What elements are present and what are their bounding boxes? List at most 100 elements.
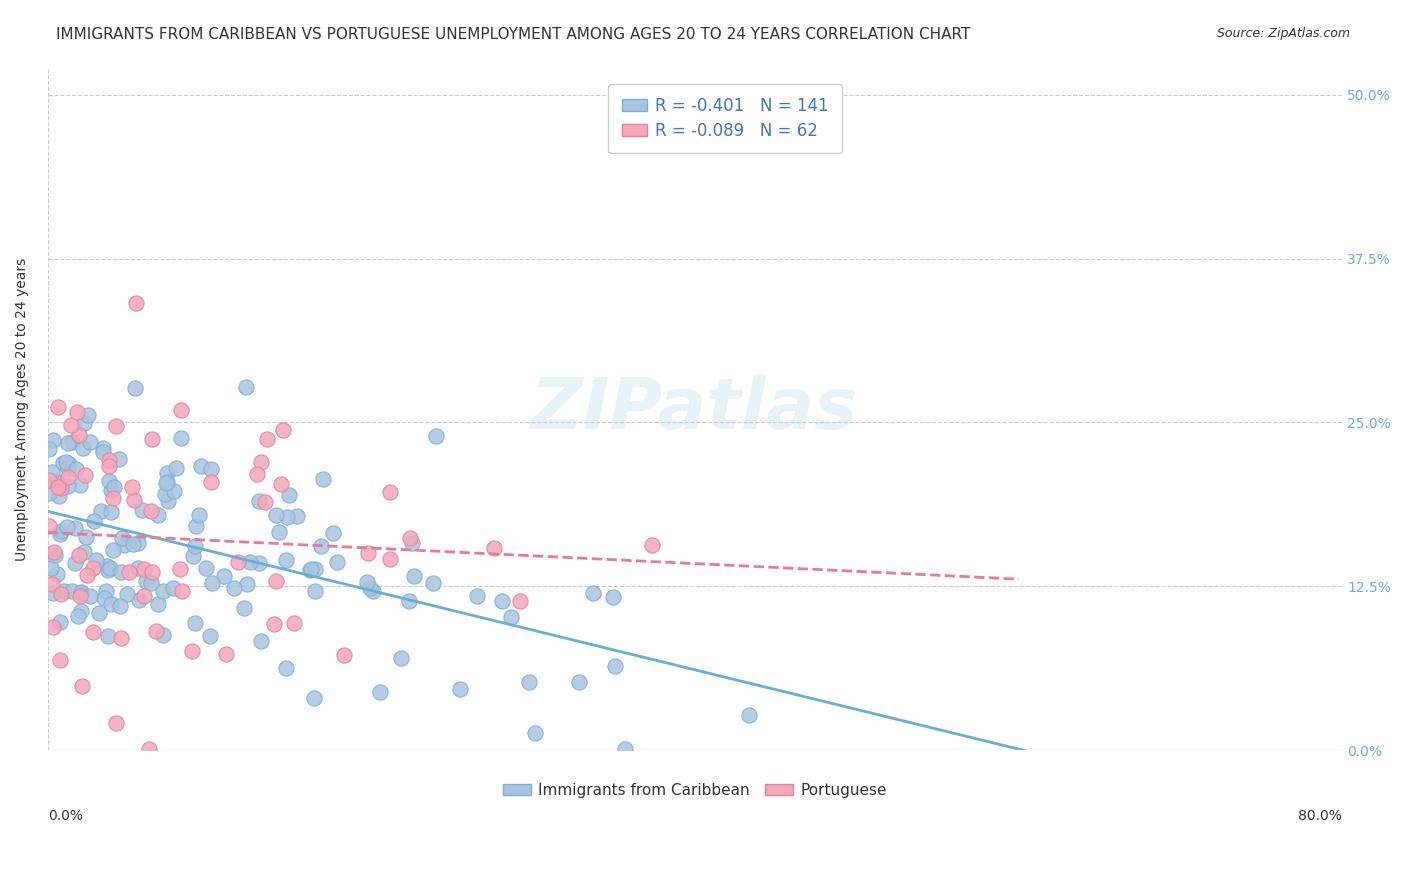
Point: [404, 568, 426, 582]
Point: [56, 470, 79, 484]
Point: [112, 538, 135, 552]
Point: [49, 524, 72, 538]
Point: [250, 455, 273, 469]
Point: [285, 508, 308, 523]
Point: [60, 417, 83, 432]
Point: [73, 416, 96, 430]
Point: [101, 491, 124, 505]
Point: [105, 419, 128, 434]
Point: [200, 462, 222, 476]
Point: [75, 468, 97, 483]
Point: [118, 565, 141, 579]
Point: [184, 615, 207, 630]
Point: [425, 429, 447, 443]
Point: [422, 575, 444, 590]
Point: [181, 644, 204, 658]
Y-axis label: Unemployment Among Ages 20 to 24 years: Unemployment Among Ages 20 to 24 years: [15, 258, 30, 561]
Point: [98, 452, 121, 467]
Point: [399, 531, 422, 545]
Point: [509, 594, 531, 608]
Point: [603, 658, 626, 673]
Point: [312, 472, 335, 486]
Point: [378, 552, 401, 566]
Legend: R = -0.401   N = 141, R = -0.089   N = 62: R = -0.401 N = 141, R = -0.089 N = 62: [609, 84, 842, 153]
Point: [138, 741, 160, 756]
Point: [75, 530, 97, 544]
Point: [76, 567, 98, 582]
Point: [568, 674, 591, 689]
Point: [484, 541, 506, 556]
Point: [56, 461, 79, 475]
Point: [105, 716, 128, 731]
Point: [157, 494, 180, 508]
Point: [55, 455, 77, 469]
Point: [141, 565, 163, 579]
Point: [614, 741, 637, 756]
Point: [491, 594, 513, 608]
Point: [146, 597, 169, 611]
Point: [135, 574, 157, 588]
Point: [139, 504, 162, 518]
Point: [276, 510, 298, 524]
Point: [361, 584, 384, 599]
Point: [326, 555, 349, 569]
Point: [239, 555, 262, 569]
Text: ZIPatlas: ZIPatlas: [531, 375, 859, 444]
Point: [101, 542, 124, 557]
Point: [378, 485, 401, 500]
Point: [38, 486, 60, 500]
Point: [517, 674, 540, 689]
Point: [55, 520, 77, 534]
Point: [333, 648, 356, 663]
Point: [44, 548, 66, 562]
Point: [52, 456, 75, 470]
Point: [46, 480, 69, 494]
Point: [322, 526, 344, 541]
Point: [269, 524, 291, 539]
Point: [304, 562, 326, 576]
Text: 80.0%: 80.0%: [1298, 809, 1343, 823]
Point: [63, 520, 86, 534]
Point: [98, 459, 121, 474]
Point: [389, 651, 412, 665]
Point: [121, 480, 143, 494]
Point: [41, 577, 63, 591]
Point: [60, 584, 83, 599]
Point: [467, 589, 489, 603]
Point: [224, 582, 246, 596]
Point: [309, 539, 332, 553]
Point: [63, 556, 86, 570]
Point: [186, 519, 208, 533]
Point: [100, 483, 122, 497]
Point: [48, 475, 70, 490]
Point: [245, 467, 267, 482]
Point: [169, 562, 191, 576]
Point: [276, 661, 298, 675]
Point: [96, 584, 118, 599]
Point: [48, 489, 70, 503]
Point: [72, 442, 94, 456]
Point: [124, 492, 146, 507]
Point: [110, 566, 132, 580]
Point: [356, 546, 378, 560]
Point: [264, 508, 287, 523]
Point: [250, 633, 273, 648]
Point: [602, 590, 624, 604]
Point: [256, 432, 278, 446]
Point: [69, 585, 91, 599]
Point: [155, 475, 177, 490]
Text: 0.0%: 0.0%: [48, 809, 83, 823]
Point: [356, 574, 378, 589]
Point: [738, 707, 761, 722]
Point: [49, 526, 72, 541]
Point: [117, 587, 139, 601]
Point: [152, 584, 174, 599]
Point: [69, 477, 91, 491]
Point: [214, 647, 236, 661]
Point: [398, 594, 420, 608]
Point: [201, 576, 224, 591]
Point: [198, 629, 221, 643]
Point: [170, 583, 193, 598]
Point: [165, 460, 187, 475]
Point: [125, 296, 148, 310]
